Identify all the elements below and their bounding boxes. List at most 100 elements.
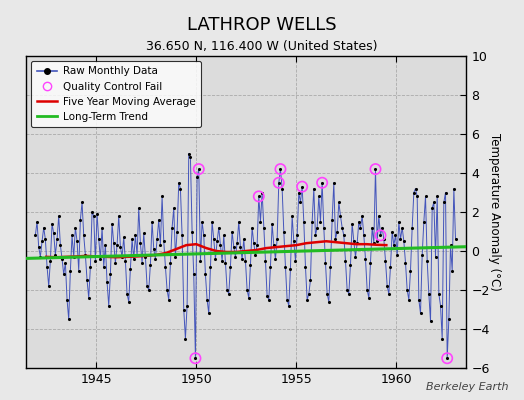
- Point: [445, 316, 453, 322]
- Point: [381, 258, 390, 264]
- Point: [420, 218, 428, 225]
- Point: [269, 242, 278, 248]
- Point: [355, 218, 363, 225]
- Point: [298, 184, 307, 190]
- Point: [285, 302, 293, 309]
- Point: [108, 220, 116, 227]
- Point: [369, 240, 378, 246]
- Point: [350, 238, 358, 244]
- Point: [143, 283, 151, 289]
- Point: [375, 213, 383, 219]
- Point: [239, 236, 248, 242]
- Point: [221, 260, 230, 266]
- Point: [398, 224, 407, 231]
- Point: [178, 232, 187, 238]
- Point: [91, 258, 100, 264]
- Point: [335, 199, 343, 206]
- Point: [94, 236, 103, 242]
- Point: [316, 218, 325, 225]
- Point: [206, 263, 215, 270]
- Point: [211, 256, 220, 262]
- Point: [255, 193, 263, 200]
- Point: [208, 218, 216, 225]
- Point: [113, 242, 121, 248]
- Point: [106, 271, 115, 278]
- Point: [98, 224, 106, 231]
- Point: [450, 186, 458, 192]
- Point: [90, 213, 98, 219]
- Point: [241, 258, 249, 264]
- Point: [383, 283, 391, 289]
- Point: [376, 232, 385, 238]
- Point: [31, 232, 39, 238]
- Point: [51, 252, 60, 258]
- Point: [248, 224, 256, 231]
- Point: [411, 186, 420, 192]
- Point: [188, 228, 196, 235]
- Point: [446, 242, 455, 248]
- Point: [210, 236, 218, 242]
- Point: [135, 205, 143, 211]
- Point: [258, 189, 266, 196]
- Point: [304, 291, 313, 297]
- Point: [361, 256, 369, 262]
- Point: [255, 193, 263, 200]
- Point: [363, 287, 372, 293]
- Point: [203, 296, 211, 303]
- Point: [253, 242, 261, 248]
- Point: [358, 213, 366, 219]
- Point: [181, 336, 190, 342]
- Point: [356, 224, 365, 231]
- Point: [149, 246, 158, 252]
- Point: [76, 217, 84, 223]
- Point: [158, 193, 166, 200]
- Legend: Raw Monthly Data, Quality Control Fail, Five Year Moving Average, Long-Term Tren: Raw Monthly Data, Quality Control Fail, …: [31, 61, 201, 127]
- Point: [70, 254, 78, 260]
- Point: [303, 296, 311, 303]
- Point: [434, 291, 443, 297]
- Point: [220, 232, 228, 238]
- Point: [275, 180, 283, 186]
- Point: [427, 318, 435, 324]
- Point: [61, 260, 70, 266]
- Point: [278, 186, 286, 192]
- Point: [386, 263, 395, 270]
- Point: [116, 244, 125, 250]
- Point: [41, 236, 50, 242]
- Point: [170, 205, 178, 211]
- Point: [321, 260, 330, 266]
- Point: [385, 291, 393, 297]
- Point: [148, 218, 156, 225]
- Point: [243, 287, 252, 293]
- Point: [81, 252, 90, 258]
- Point: [418, 252, 427, 258]
- Point: [372, 166, 380, 172]
- Point: [259, 224, 268, 231]
- Point: [110, 240, 118, 246]
- Point: [338, 224, 346, 231]
- Point: [231, 254, 239, 260]
- Point: [193, 174, 201, 180]
- Point: [213, 238, 221, 244]
- Point: [324, 298, 333, 305]
- Point: [173, 228, 181, 235]
- Point: [230, 244, 238, 250]
- Point: [48, 220, 56, 227]
- Point: [251, 252, 259, 258]
- Point: [115, 213, 123, 219]
- Point: [129, 256, 138, 262]
- Point: [423, 258, 431, 264]
- Point: [408, 224, 417, 231]
- Point: [263, 293, 271, 299]
- Point: [58, 256, 66, 262]
- Point: [125, 298, 133, 305]
- Point: [104, 302, 113, 309]
- Point: [100, 263, 108, 270]
- Point: [268, 220, 276, 227]
- Point: [194, 166, 203, 172]
- Point: [345, 291, 353, 297]
- Point: [441, 189, 450, 196]
- Point: [163, 287, 171, 293]
- Point: [388, 228, 396, 235]
- Point: [96, 256, 105, 262]
